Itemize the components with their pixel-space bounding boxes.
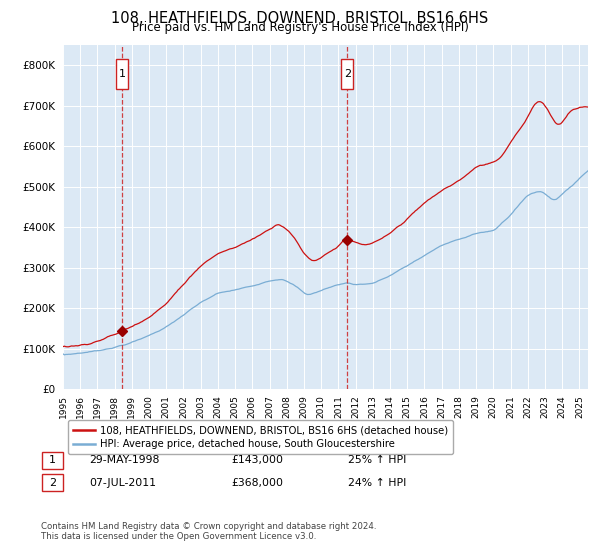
Text: £143,000: £143,000	[231, 455, 283, 465]
Text: Price paid vs. HM Land Registry's House Price Index (HPI): Price paid vs. HM Land Registry's House …	[131, 21, 469, 34]
Text: 29-MAY-1998: 29-MAY-1998	[89, 455, 159, 465]
Text: 2: 2	[344, 69, 351, 79]
Text: 24% ↑ HPI: 24% ↑ HPI	[348, 478, 406, 488]
Text: 25% ↑ HPI: 25% ↑ HPI	[348, 455, 406, 465]
Text: 108, HEATHFIELDS, DOWNEND, BRISTOL, BS16 6HS: 108, HEATHFIELDS, DOWNEND, BRISTOL, BS16…	[112, 11, 488, 26]
Text: 1: 1	[49, 455, 56, 465]
Text: 1: 1	[118, 69, 125, 79]
Text: Contains HM Land Registry data © Crown copyright and database right 2024.
This d: Contains HM Land Registry data © Crown c…	[41, 522, 376, 542]
Bar	[341, 59, 353, 90]
Text: 07-JUL-2011: 07-JUL-2011	[89, 478, 156, 488]
Text: £368,000: £368,000	[231, 478, 283, 488]
Bar	[116, 59, 128, 90]
Legend: 108, HEATHFIELDS, DOWNEND, BRISTOL, BS16 6HS (detached house), HPI: Average pric: 108, HEATHFIELDS, DOWNEND, BRISTOL, BS16…	[68, 420, 453, 454]
Text: 2: 2	[49, 478, 56, 488]
